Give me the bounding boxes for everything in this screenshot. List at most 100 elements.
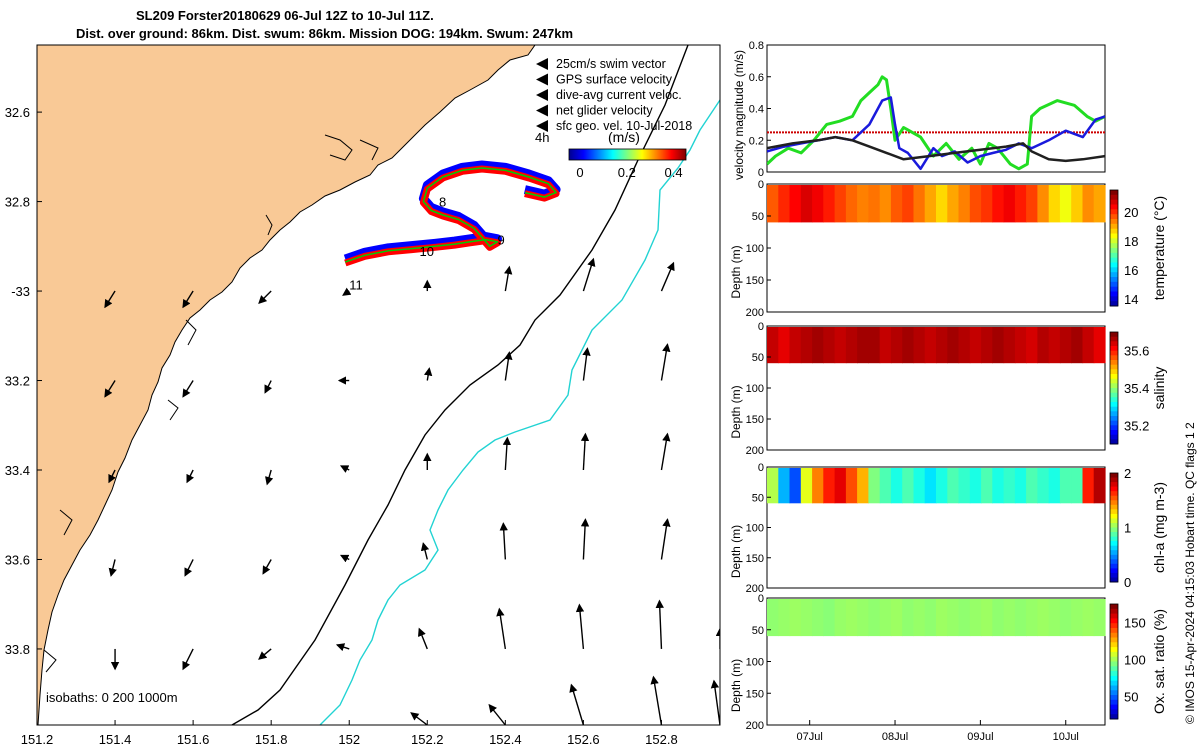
colorbar-segment <box>1110 671 1118 677</box>
net-glider-track <box>345 167 557 263</box>
colorbar-segment <box>1110 272 1118 278</box>
profile-cell <box>1048 327 1061 364</box>
profile-cell <box>902 185 915 223</box>
colorbar-segment <box>1110 500 1118 506</box>
geo-velocity-arrow <box>660 261 675 292</box>
colorbar-segment <box>1110 383 1118 389</box>
profile-cell <box>879 327 892 364</box>
colorbar-segment <box>1110 563 1118 569</box>
geo-velocity-arrow <box>186 469 195 484</box>
velocity-ytick-label: 0 <box>758 167 764 179</box>
profile-cell <box>789 468 802 504</box>
legend-entry: dive-avg current veloc. <box>556 88 682 102</box>
depth-tick-label: 100 <box>746 243 764 255</box>
depth-axis-label: Depth (m) <box>729 245 743 298</box>
map-xtick-label: 152 <box>338 732 360 747</box>
colorbar-segment <box>1110 341 1118 347</box>
depth-tick-label: 50 <box>752 492 764 504</box>
swim-vector-track <box>344 165 560 267</box>
day-label: 10 <box>419 244 433 259</box>
map-legend: 25cm/s swim vector GPS surface velocitydi… <box>535 57 692 180</box>
profile-cell <box>879 599 892 637</box>
profile-cell <box>879 185 892 223</box>
profile-cell <box>992 468 1005 504</box>
profile-cell <box>834 185 847 223</box>
profile-cell <box>1093 327 1106 364</box>
colorbar-segment <box>1110 647 1118 653</box>
profile-cell <box>868 468 881 504</box>
colorbar-segment <box>1110 577 1118 583</box>
profile-cell <box>1014 468 1027 504</box>
depth-tick-label: 50 <box>752 625 764 637</box>
geo-velocity-arrow <box>502 436 512 471</box>
colorbar-segment <box>1110 699 1118 706</box>
profile-cell <box>778 599 791 637</box>
colorbar-tick-label: 35.6 <box>1124 344 1149 359</box>
geo-velocity-arrow <box>423 367 433 381</box>
profile-cell <box>845 185 858 223</box>
colorbar-segment <box>1110 513 1118 519</box>
colorbar-segment <box>1110 680 1118 686</box>
geo-velocity-arrow <box>655 599 664 649</box>
map-xtick-label: 151.4 <box>99 732 132 747</box>
chart-title-line1: SL209 Forster20180629 06-Jul 12Z to 10-J… <box>136 8 434 23</box>
profile-cell <box>789 599 802 637</box>
colorbar-segment <box>1110 209 1118 215</box>
depth-tick-label: 150 <box>746 275 764 287</box>
profile-cell <box>958 599 971 637</box>
profile-cell <box>902 599 915 637</box>
profile-cell <box>778 327 791 364</box>
geo-velocity-arrow <box>184 559 194 577</box>
colorbar-segment <box>1110 434 1118 440</box>
colorbar-segment <box>1110 374 1118 380</box>
profile-cell <box>1026 468 1038 504</box>
colorbar-segment <box>1110 495 1118 501</box>
colorbar-tick: 0.4 <box>665 165 683 180</box>
profile-cell <box>857 185 869 223</box>
depth-tick-label: 0 <box>758 593 764 605</box>
map-ytick-label: 32.6 <box>5 105 30 120</box>
colorbar-frame <box>1109 472 1119 583</box>
depth-tick-label: 150 <box>746 414 764 426</box>
time-tick-label: 08Jul <box>882 731 908 743</box>
profile-cell <box>823 468 836 504</box>
profile-cell <box>981 185 993 223</box>
colorbar-segment <box>1110 486 1118 492</box>
profile-cell <box>1003 185 1016 223</box>
colorbar-segment <box>1110 406 1118 412</box>
profile-cell <box>868 599 881 637</box>
legend-entry: GPS surface velocity <box>556 73 673 87</box>
colorbar-segment <box>1110 527 1118 533</box>
profile-cell <box>890 185 903 223</box>
depth-tick-label: 0 <box>758 321 764 333</box>
profile-cell <box>1014 327 1027 364</box>
colorbar-axis-label: chl-a (mg m-3) <box>1151 482 1167 573</box>
colorbar-segment <box>1110 238 1118 244</box>
colorbar-segment <box>1110 199 1118 205</box>
colorbar-segment <box>1110 559 1118 565</box>
profile-cell <box>981 327 993 364</box>
colorbar-axis-label: temperature (°C) <box>1151 196 1167 300</box>
profile-cell <box>1026 599 1038 637</box>
day-label: 11 <box>349 277 363 292</box>
geo-velocity-arrow <box>258 648 272 660</box>
colorbar-segment <box>1110 243 1118 249</box>
map-xtick-label: 151.2 <box>21 732 54 747</box>
profile-cell <box>1037 185 1050 223</box>
profile-cell <box>857 327 869 364</box>
velocity-ytick-label: 0.4 <box>749 104 764 116</box>
profile-cell <box>767 599 779 637</box>
colorbar-segment <box>1110 392 1118 398</box>
profile-cell <box>1014 599 1027 637</box>
profile-cell <box>1003 599 1016 637</box>
geo-velocity-arrow <box>660 343 671 381</box>
profile-cell <box>1082 327 1095 364</box>
colorbar-segment <box>1110 425 1118 431</box>
colorbar-segment <box>1110 608 1118 615</box>
legend-entry: net glider velocity <box>556 104 653 118</box>
profile-cell <box>902 327 915 364</box>
chart-title-line2: Dist. over ground: 86km. Dist. swum: 86k… <box>76 26 574 41</box>
profile-cell <box>812 468 824 504</box>
